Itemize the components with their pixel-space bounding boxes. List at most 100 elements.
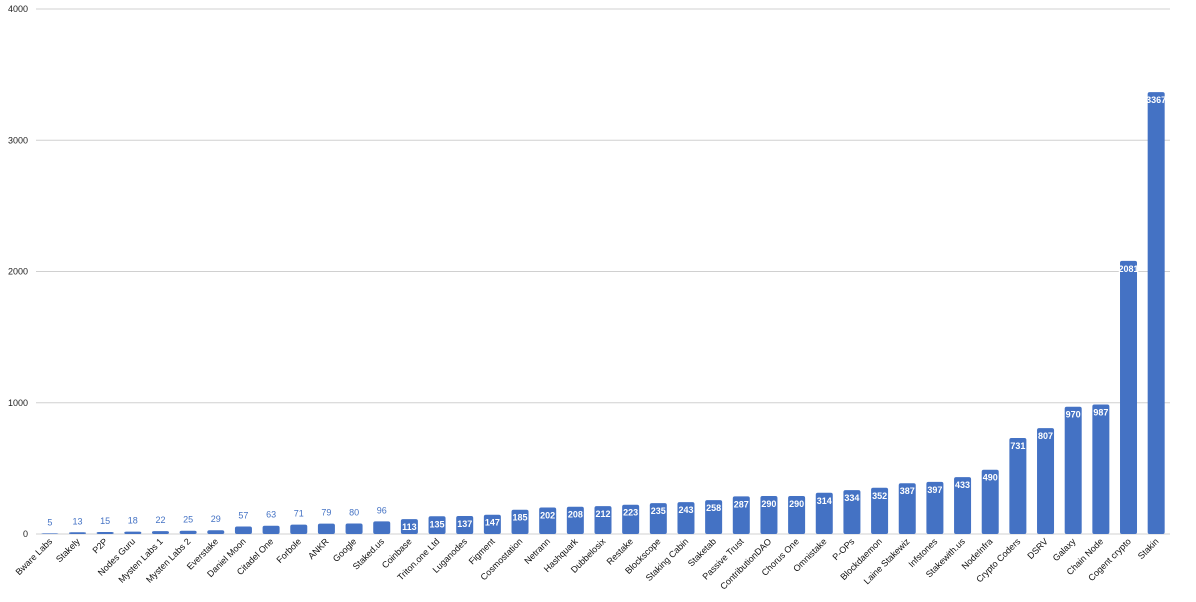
- value-label: 147: [485, 518, 500, 528]
- x-tick-label: Galaxy: [1051, 536, 1078, 563]
- value-label: 25: [183, 515, 193, 525]
- bar: [705, 500, 723, 534]
- bar: [317, 523, 335, 534]
- value-label: 314: [817, 496, 832, 506]
- value-label: 137: [457, 519, 472, 529]
- value-label: 807: [1038, 431, 1053, 441]
- bar: [483, 514, 501, 534]
- value-label: 987: [1093, 407, 1108, 417]
- value-label: 3367: [1146, 95, 1166, 105]
- bar: [290, 524, 308, 534]
- value-label: 15: [100, 516, 110, 526]
- value-label: 290: [761, 499, 776, 509]
- x-tick-label: P-OPs: [831, 536, 857, 562]
- bar: [1064, 406, 1082, 534]
- bar: [926, 481, 944, 534]
- value-label: 433: [955, 480, 970, 490]
- bar: [954, 477, 972, 534]
- value-label: 208: [568, 510, 583, 520]
- x-tick-label: DSRV: [1025, 536, 1050, 561]
- value-label: 290: [789, 499, 804, 509]
- bar: [898, 483, 916, 534]
- bar: [677, 502, 695, 534]
- x-tick-label: Forbole: [275, 536, 304, 565]
- bar: [1147, 92, 1165, 535]
- value-label: 223: [623, 508, 638, 518]
- bar: [373, 521, 391, 534]
- bar: [234, 526, 252, 534]
- value-label: 2081: [1118, 264, 1138, 274]
- value-label: 29: [211, 514, 221, 524]
- y-tick-label: 4000: [8, 4, 28, 14]
- bar: [871, 487, 889, 534]
- bar: [981, 469, 999, 534]
- y-axis-ticks: 0 1000 2000 3000 4000: [8, 4, 28, 539]
- x-tick-label: Stakin: [1136, 536, 1161, 561]
- value-label: 18: [128, 516, 138, 526]
- value-label: 113: [402, 522, 417, 532]
- value-label: 202: [540, 510, 555, 520]
- y-tick-label: 2000: [8, 267, 28, 277]
- bar: [594, 506, 612, 534]
- value-label: 80: [349, 508, 359, 518]
- bar: [262, 525, 280, 534]
- value-label: 63: [266, 510, 276, 520]
- bar: [96, 532, 114, 534]
- bar: [456, 516, 474, 534]
- bar: [760, 495, 778, 534]
- x-tick-label: ANKR: [306, 536, 331, 561]
- bars: [41, 92, 1165, 535]
- value-label: 79: [321, 508, 331, 518]
- value-label: 387: [900, 486, 915, 496]
- value-label: 212: [595, 509, 610, 519]
- bar: [345, 523, 363, 534]
- bar: [566, 506, 584, 534]
- value-label: 970: [1066, 410, 1081, 420]
- bar: [815, 492, 833, 534]
- bar: [843, 490, 861, 534]
- value-label: 135: [430, 519, 445, 529]
- value-label: 5: [47, 517, 52, 527]
- value-label: 71: [294, 509, 304, 519]
- y-tick-label: 0: [23, 529, 28, 539]
- gridlines: [36, 8, 1170, 535]
- bar: [179, 530, 197, 534]
- bar: [622, 504, 640, 534]
- value-label: 731: [1010, 441, 1025, 451]
- bar: [539, 507, 557, 534]
- bar: [1037, 428, 1055, 534]
- value-label: 490: [983, 473, 998, 483]
- bar: [649, 503, 667, 534]
- value-label: 235: [651, 506, 666, 516]
- value-label: 96: [377, 505, 387, 515]
- bar: [68, 532, 86, 534]
- bar: [124, 531, 142, 534]
- y-tick-label: 3000: [8, 135, 28, 145]
- value-label: 185: [513, 513, 528, 523]
- bar: [732, 496, 750, 534]
- bar: [41, 533, 59, 534]
- value-label: 258: [706, 503, 721, 513]
- bar: [1120, 260, 1138, 534]
- value-label: 243: [678, 505, 693, 515]
- bar: [428, 516, 446, 534]
- value-label: 352: [872, 491, 887, 501]
- x-tick-label: Stakely: [54, 536, 82, 564]
- y-tick-label: 1000: [8, 398, 28, 408]
- value-label: 287: [734, 499, 749, 509]
- x-tick-label: Bware Labs: [14, 536, 55, 577]
- value-label: 397: [927, 485, 942, 495]
- bar: [151, 531, 169, 534]
- value-label: 13: [72, 516, 82, 526]
- bar: [207, 530, 225, 534]
- value-label: 57: [238, 511, 248, 521]
- value-label: 22: [155, 515, 165, 525]
- bar: [400, 519, 418, 534]
- value-label: 334: [844, 493, 859, 503]
- bar: [1092, 404, 1110, 534]
- x-tick-label: P2P: [90, 536, 109, 555]
- bar: [788, 495, 806, 534]
- bar: [511, 509, 529, 534]
